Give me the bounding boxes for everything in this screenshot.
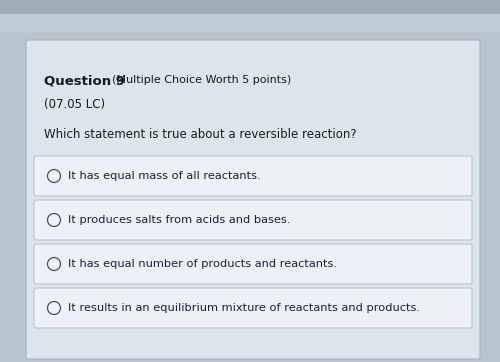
- Text: It has equal mass of all reactants.: It has equal mass of all reactants.: [68, 171, 261, 181]
- Text: It results in an equilibrium mixture of reactants and products.: It results in an equilibrium mixture of …: [68, 303, 420, 313]
- Text: (Multiple Choice Worth 5 points): (Multiple Choice Worth 5 points): [112, 75, 291, 85]
- FancyBboxPatch shape: [34, 200, 472, 240]
- FancyBboxPatch shape: [34, 244, 472, 284]
- FancyBboxPatch shape: [26, 40, 480, 359]
- Text: It produces salts from acids and bases.: It produces salts from acids and bases.: [68, 215, 291, 225]
- Text: Which statement is true about a reversible reaction?: Which statement is true about a reversib…: [44, 128, 356, 141]
- Bar: [0, 14, 500, 32]
- Bar: [0, 0, 500, 14]
- Text: Question 9: Question 9: [44, 75, 125, 88]
- Text: It has equal number of products and reactants.: It has equal number of products and reac…: [68, 259, 338, 269]
- FancyBboxPatch shape: [34, 156, 472, 196]
- FancyBboxPatch shape: [34, 288, 472, 328]
- Text: (07.05 LC): (07.05 LC): [44, 98, 105, 111]
